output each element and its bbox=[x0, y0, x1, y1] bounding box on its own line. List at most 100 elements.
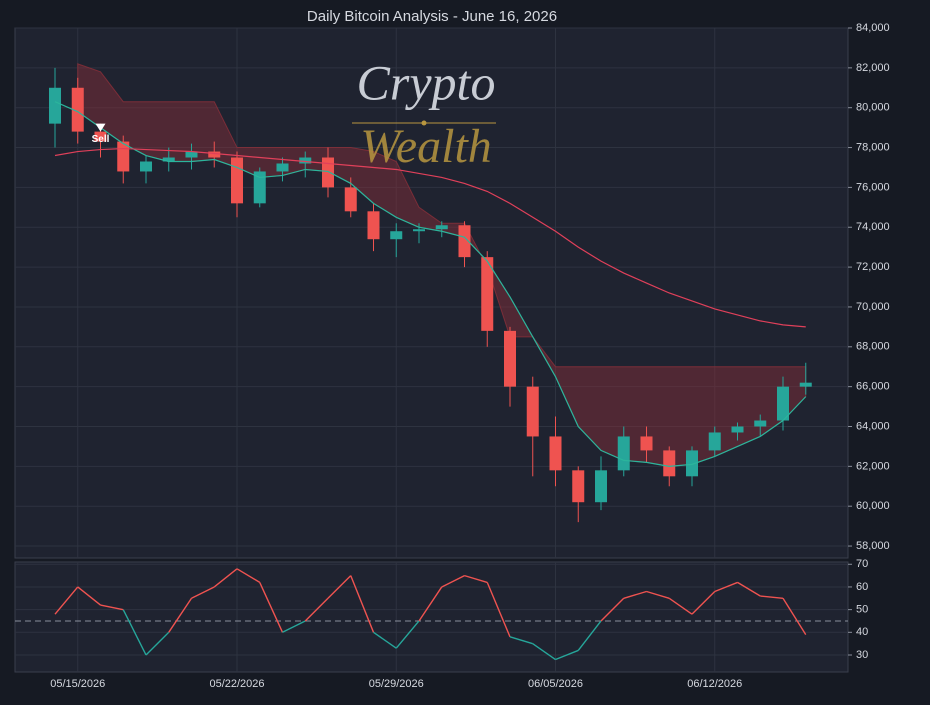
watermark-dot bbox=[421, 120, 427, 126]
x-tick-label: 06/12/2026 bbox=[687, 678, 742, 690]
y-tick-label: 72,000 bbox=[856, 261, 890, 273]
rsi-segment bbox=[100, 604, 124, 611]
candle-body bbox=[253, 171, 266, 204]
candle-body bbox=[799, 382, 812, 387]
y-tick-label: 58,000 bbox=[856, 540, 890, 552]
candle-body bbox=[663, 450, 676, 477]
candle-body bbox=[481, 257, 494, 331]
sell-marker bbox=[95, 123, 106, 132]
chart-title: Daily Bitcoin Analysis - June 16, 2026 bbox=[307, 8, 557, 25]
candle-body bbox=[572, 470, 585, 503]
y-tick-label: 74,000 bbox=[856, 221, 890, 233]
candle-body bbox=[731, 426, 744, 433]
rsi-segment bbox=[600, 597, 625, 622]
candle-body bbox=[140, 161, 152, 172]
rsi-segment bbox=[373, 631, 397, 649]
rsi-segment bbox=[282, 620, 306, 633]
rsi-segment bbox=[168, 597, 193, 633]
rsi-segment bbox=[464, 574, 488, 584]
candle-body bbox=[185, 151, 198, 158]
candle-body bbox=[49, 87, 61, 124]
y-tick-label: 40 bbox=[856, 626, 868, 638]
rsi-segment bbox=[509, 636, 533, 645]
candle-body bbox=[276, 163, 289, 172]
watermark-text: Crypto bbox=[357, 54, 496, 110]
rsi-segment bbox=[236, 568, 261, 584]
candle-body bbox=[413, 229, 425, 232]
indicator-line bbox=[54, 147, 806, 328]
y-tick-label: 60 bbox=[856, 581, 868, 593]
rsi-segment bbox=[54, 586, 79, 615]
candle-body bbox=[595, 470, 607, 503]
rsi-segment bbox=[145, 631, 170, 656]
rsi-segment bbox=[327, 575, 352, 599]
y-tick-label: 62,000 bbox=[856, 460, 890, 472]
rsi-segment bbox=[441, 574, 465, 588]
candle-body bbox=[322, 157, 334, 188]
y-tick-label: 50 bbox=[856, 604, 868, 616]
candle-body bbox=[640, 436, 653, 451]
x-tick-label: 06/05/2026 bbox=[528, 678, 583, 690]
y-tick-label: 78,000 bbox=[856, 141, 890, 153]
candle-body bbox=[94, 131, 107, 142]
candle-body bbox=[390, 231, 403, 240]
candle-body bbox=[435, 225, 448, 230]
rsi-segment bbox=[623, 590, 647, 599]
rsi-segment bbox=[737, 581, 761, 597]
candle-body bbox=[708, 432, 721, 451]
y-tick-label: 80,000 bbox=[856, 102, 890, 114]
rsi-segment bbox=[304, 597, 329, 622]
candle-body bbox=[526, 386, 539, 437]
y-tick-label: 68,000 bbox=[856, 341, 890, 353]
watermark: Crypto Wealth bbox=[352, 54, 496, 173]
candle-body bbox=[71, 87, 84, 132]
rsi-segment bbox=[782, 597, 807, 635]
candle-body bbox=[777, 386, 789, 421]
candle-body bbox=[754, 420, 767, 427]
x-tick-label: 05/22/2026 bbox=[209, 678, 264, 690]
candle-body bbox=[458, 225, 471, 258]
candle-body bbox=[162, 157, 175, 162]
y-tick-label: 64,000 bbox=[856, 420, 890, 432]
x-tick-label: 05/29/2026 bbox=[369, 678, 424, 690]
rsi-segment bbox=[646, 590, 670, 599]
candle-body bbox=[367, 211, 380, 240]
rsi-segment bbox=[577, 620, 602, 651]
watermark-text: Wealth bbox=[360, 120, 492, 173]
y-tick-label: 66,000 bbox=[856, 381, 890, 393]
price-panel bbox=[14, 27, 849, 559]
rsi-panel bbox=[14, 561, 849, 673]
candle-body bbox=[299, 157, 312, 164]
rsi-segment bbox=[714, 581, 738, 593]
candle-body bbox=[208, 151, 221, 158]
rsi-segment bbox=[122, 609, 147, 656]
candle-body bbox=[549, 436, 562, 471]
rsi-segment bbox=[191, 586, 215, 599]
candle-body bbox=[617, 436, 630, 471]
rsi-segment bbox=[213, 568, 238, 588]
y-tick-label: 70,000 bbox=[856, 301, 890, 313]
rsi-segment bbox=[760, 595, 784, 599]
y-tick-label: 70 bbox=[856, 558, 868, 570]
x-tick-label: 05/15/2026 bbox=[50, 678, 105, 690]
rsi-segment bbox=[691, 590, 716, 615]
y-tick-label: 82,000 bbox=[856, 62, 890, 74]
rsi-segment bbox=[395, 620, 420, 649]
rsi-segment bbox=[418, 586, 443, 622]
rsi-segment bbox=[259, 582, 284, 633]
y-tick-label: 76,000 bbox=[856, 181, 890, 193]
rsi-segment bbox=[77, 586, 101, 606]
rsi-segment bbox=[350, 575, 375, 633]
rsi-segment bbox=[532, 643, 556, 661]
y-tick-label: 84,000 bbox=[856, 22, 890, 34]
candle-body bbox=[504, 330, 516, 387]
y-tick-label: 30 bbox=[856, 649, 868, 661]
rsi-segment bbox=[668, 597, 693, 615]
annotation: Sell bbox=[92, 134, 110, 145]
candle-body bbox=[686, 450, 698, 477]
indicator-line bbox=[54, 101, 807, 467]
candle-body bbox=[231, 157, 243, 204]
rsi-segment bbox=[555, 649, 579, 661]
y-tick-label: 60,000 bbox=[856, 500, 890, 512]
